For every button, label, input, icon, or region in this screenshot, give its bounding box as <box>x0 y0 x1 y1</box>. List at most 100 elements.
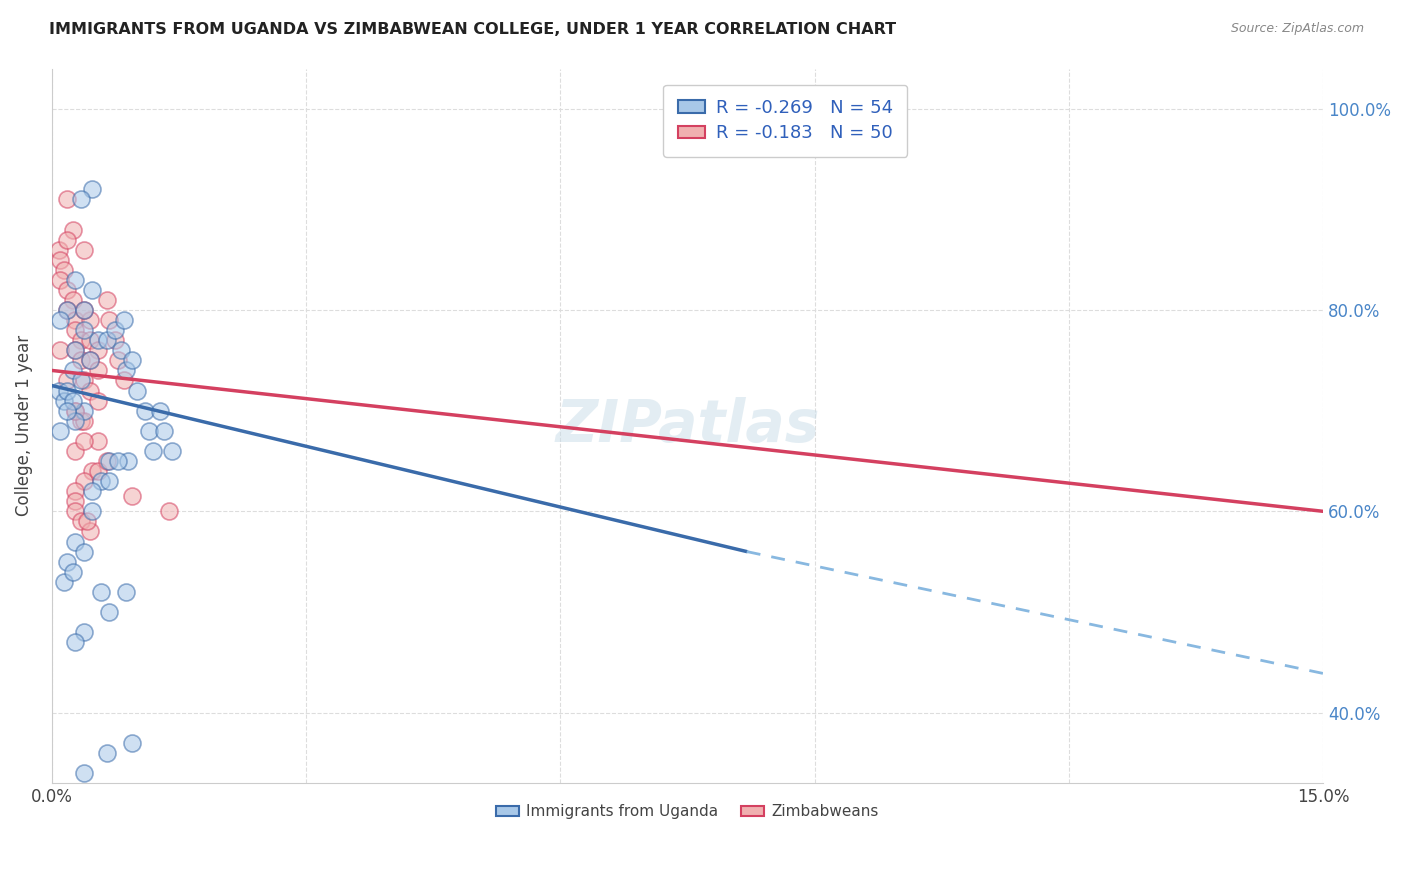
Point <box>117 454 139 468</box>
Point <box>96 454 118 468</box>
Point <box>134 403 156 417</box>
Point <box>82 283 104 297</box>
Point <box>73 303 96 318</box>
Point <box>65 273 87 287</box>
Point <box>79 333 101 347</box>
Point <box>98 474 121 488</box>
Point <box>82 484 104 499</box>
Point <box>65 403 87 417</box>
Point <box>76 515 98 529</box>
Point <box>73 303 96 318</box>
Point <box>49 273 72 287</box>
Point <box>62 222 84 236</box>
Point <box>53 393 76 408</box>
Point <box>160 444 183 458</box>
Point <box>87 333 110 347</box>
Point <box>138 424 160 438</box>
Point <box>65 534 87 549</box>
Point <box>104 323 127 337</box>
Point <box>73 414 96 428</box>
Point <box>79 353 101 368</box>
Point <box>87 434 110 448</box>
Point <box>49 313 72 327</box>
Point <box>79 524 101 539</box>
Point <box>107 454 129 468</box>
Point <box>73 434 96 448</box>
Point <box>73 474 96 488</box>
Point <box>65 403 87 417</box>
Point <box>73 544 96 558</box>
Text: Source: ZipAtlas.com: Source: ZipAtlas.com <box>1230 22 1364 36</box>
Point <box>96 746 118 760</box>
Point <box>79 384 101 398</box>
Point <box>107 353 129 368</box>
Point <box>56 403 79 417</box>
Point <box>82 464 104 478</box>
Point <box>98 313 121 327</box>
Point <box>53 262 76 277</box>
Point <box>112 374 135 388</box>
Point <box>104 333 127 347</box>
Point <box>62 393 84 408</box>
Point <box>65 504 87 518</box>
Text: IMMIGRANTS FROM UGANDA VS ZIMBABWEAN COLLEGE, UNDER 1 YEAR CORRELATION CHART: IMMIGRANTS FROM UGANDA VS ZIMBABWEAN COL… <box>49 22 897 37</box>
Point <box>65 313 87 327</box>
Point <box>62 565 84 579</box>
Point <box>65 484 87 499</box>
Point <box>65 323 87 337</box>
Point <box>98 605 121 619</box>
Point <box>79 353 101 368</box>
Y-axis label: College, Under 1 year: College, Under 1 year <box>15 335 32 516</box>
Point <box>125 384 148 398</box>
Point <box>96 293 118 307</box>
Point <box>96 796 118 810</box>
Point <box>65 343 87 358</box>
Legend: Immigrants from Uganda, Zimbabweans: Immigrants from Uganda, Zimbabweans <box>489 798 886 825</box>
Point <box>90 584 112 599</box>
Point <box>62 293 84 307</box>
Point <box>70 414 93 428</box>
Point <box>87 343 110 358</box>
Point <box>90 474 112 488</box>
Point <box>157 504 180 518</box>
Point <box>70 333 93 347</box>
Point <box>98 454 121 468</box>
Point <box>82 504 104 518</box>
Point <box>65 414 87 428</box>
Point <box>65 343 87 358</box>
Point <box>49 252 72 267</box>
Point <box>73 243 96 257</box>
Point <box>65 635 87 649</box>
Point <box>112 313 135 327</box>
Point <box>56 384 79 398</box>
Point <box>115 363 138 377</box>
Point <box>73 374 96 388</box>
Point <box>70 192 93 206</box>
Point <box>96 333 118 347</box>
Point <box>56 374 79 388</box>
Point <box>152 424 174 438</box>
Point <box>48 384 70 398</box>
Point <box>82 182 104 196</box>
Point <box>49 343 72 358</box>
Point <box>121 736 143 750</box>
Point <box>70 353 93 368</box>
Point <box>149 403 172 417</box>
Point <box>65 444 87 458</box>
Point <box>56 233 79 247</box>
Point <box>56 283 79 297</box>
Point <box>56 555 79 569</box>
Point <box>70 374 93 388</box>
Point <box>62 363 84 377</box>
Point <box>65 494 87 508</box>
Point <box>56 192 79 206</box>
Point <box>121 489 143 503</box>
Point <box>87 464 110 478</box>
Point <box>48 243 70 257</box>
Point <box>142 444 165 458</box>
Point <box>49 424 72 438</box>
Point <box>110 343 132 358</box>
Point <box>87 393 110 408</box>
Point <box>56 303 79 318</box>
Point <box>79 313 101 327</box>
